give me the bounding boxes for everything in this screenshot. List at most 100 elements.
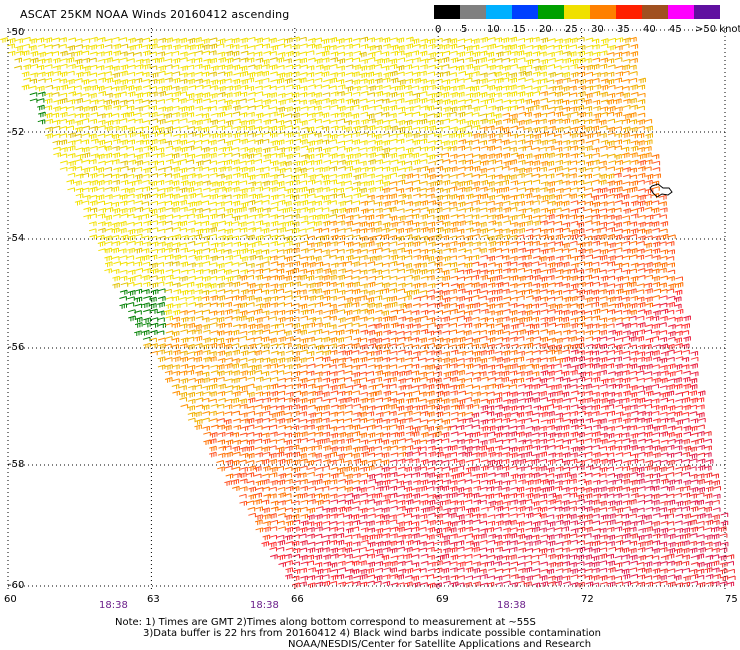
wind-barb bbox=[629, 248, 638, 254]
wind-barb bbox=[675, 308, 684, 314]
wind-barb bbox=[308, 390, 316, 396]
wind-barb bbox=[187, 262, 196, 268]
wind-barb bbox=[435, 51, 443, 57]
wind-barb bbox=[329, 37, 337, 43]
wind-barb bbox=[518, 247, 526, 253]
wind-barb bbox=[630, 104, 638, 110]
wind-barb bbox=[576, 145, 585, 151]
wind-barb bbox=[52, 146, 61, 152]
wind-barb bbox=[390, 125, 398, 132]
wind-barb bbox=[359, 316, 368, 322]
wind-barb bbox=[480, 45, 489, 50]
wind-barb bbox=[463, 104, 472, 110]
wind-barb bbox=[172, 126, 181, 131]
wind-barb bbox=[540, 97, 548, 103]
wind-barb bbox=[464, 38, 472, 43]
wind-barb bbox=[359, 187, 367, 194]
wind-barb bbox=[465, 466, 474, 473]
wind-barb bbox=[358, 172, 367, 178]
wind-barb bbox=[352, 200, 360, 205]
wind-barb bbox=[531, 438, 540, 444]
wind-barb bbox=[157, 301, 165, 308]
wind-barb bbox=[381, 262, 390, 268]
wind-barb bbox=[105, 65, 113, 71]
wind-barb bbox=[465, 417, 473, 423]
wind-barb bbox=[352, 390, 360, 395]
wind-barb bbox=[277, 167, 286, 174]
wind-barb bbox=[547, 424, 555, 430]
wind-barb bbox=[97, 139, 106, 146]
wind-barb bbox=[449, 329, 457, 334]
wind-barb bbox=[539, 349, 548, 354]
wind-barb bbox=[480, 145, 489, 151]
wind-barb bbox=[284, 445, 293, 451]
wind-barb bbox=[261, 432, 270, 438]
wind-barb bbox=[509, 405, 518, 411]
wind-barb bbox=[173, 254, 181, 261]
wind-barb bbox=[284, 295, 293, 300]
wind-barb bbox=[306, 167, 315, 172]
wind-barb bbox=[352, 378, 360, 385]
wind-barb bbox=[157, 288, 166, 293]
wind-barb bbox=[359, 344, 368, 350]
wind-barb bbox=[473, 194, 481, 200]
wind-barb bbox=[374, 316, 382, 322]
wind-barb bbox=[330, 104, 339, 110]
wind-barb bbox=[434, 180, 443, 186]
wind-barb bbox=[373, 458, 382, 464]
wind-barb bbox=[614, 200, 623, 205]
colorbar-segment bbox=[642, 5, 668, 19]
wind-barb bbox=[232, 370, 240, 376]
wind-barb bbox=[585, 330, 593, 336]
wind-barb bbox=[443, 376, 451, 382]
wind-barb bbox=[104, 125, 113, 132]
colorbar-label: 45 bbox=[669, 24, 682, 35]
wind-barb bbox=[262, 180, 270, 187]
wind-barb bbox=[547, 458, 556, 465]
wind-barb bbox=[330, 418, 339, 424]
wind-barb bbox=[396, 227, 404, 234]
wind-barb bbox=[584, 472, 593, 478]
wind-barb bbox=[163, 309, 172, 316]
wind-barb bbox=[621, 296, 630, 302]
wind-barb bbox=[351, 466, 360, 472]
wind-barb bbox=[338, 324, 346, 329]
wind-barb bbox=[217, 452, 226, 458]
wind-barb bbox=[427, 404, 435, 410]
wind-barb bbox=[487, 276, 496, 282]
wind-barb bbox=[238, 206, 247, 213]
wind-barb bbox=[591, 275, 599, 281]
wind-barb bbox=[299, 36, 307, 42]
wind-barb bbox=[683, 370, 691, 376]
wind-barb bbox=[607, 472, 615, 478]
wind-barb bbox=[561, 445, 570, 451]
wind-barb bbox=[383, 445, 391, 451]
wind-barb bbox=[223, 269, 232, 275]
wind-barb bbox=[547, 296, 556, 302]
wind-barb bbox=[405, 71, 413, 76]
wind-barb bbox=[202, 391, 211, 396]
wind-barb bbox=[637, 84, 646, 90]
wind-barb bbox=[111, 99, 120, 106]
wind-barb bbox=[315, 268, 323, 274]
wind-barb bbox=[569, 193, 577, 200]
wind-barb bbox=[179, 206, 188, 212]
wind-barb bbox=[623, 322, 631, 329]
wind-barb bbox=[366, 214, 375, 221]
wind-barb bbox=[524, 111, 532, 117]
wind-barb bbox=[532, 289, 540, 295]
wind-barb bbox=[404, 255, 413, 260]
wind-barb bbox=[636, 206, 645, 212]
wind-barb bbox=[306, 459, 315, 466]
wind-barb bbox=[344, 410, 353, 416]
wind-barb bbox=[442, 188, 450, 194]
wind-barb bbox=[412, 132, 420, 139]
wind-barb bbox=[539, 302, 548, 307]
wind-barb bbox=[472, 247, 481, 252]
wind-barb bbox=[368, 268, 376, 274]
wind-barb bbox=[368, 235, 376, 242]
wind-barb bbox=[479, 302, 488, 307]
wind-barb bbox=[300, 112, 308, 117]
wind-barb bbox=[179, 194, 188, 200]
wind-barb bbox=[600, 241, 608, 247]
